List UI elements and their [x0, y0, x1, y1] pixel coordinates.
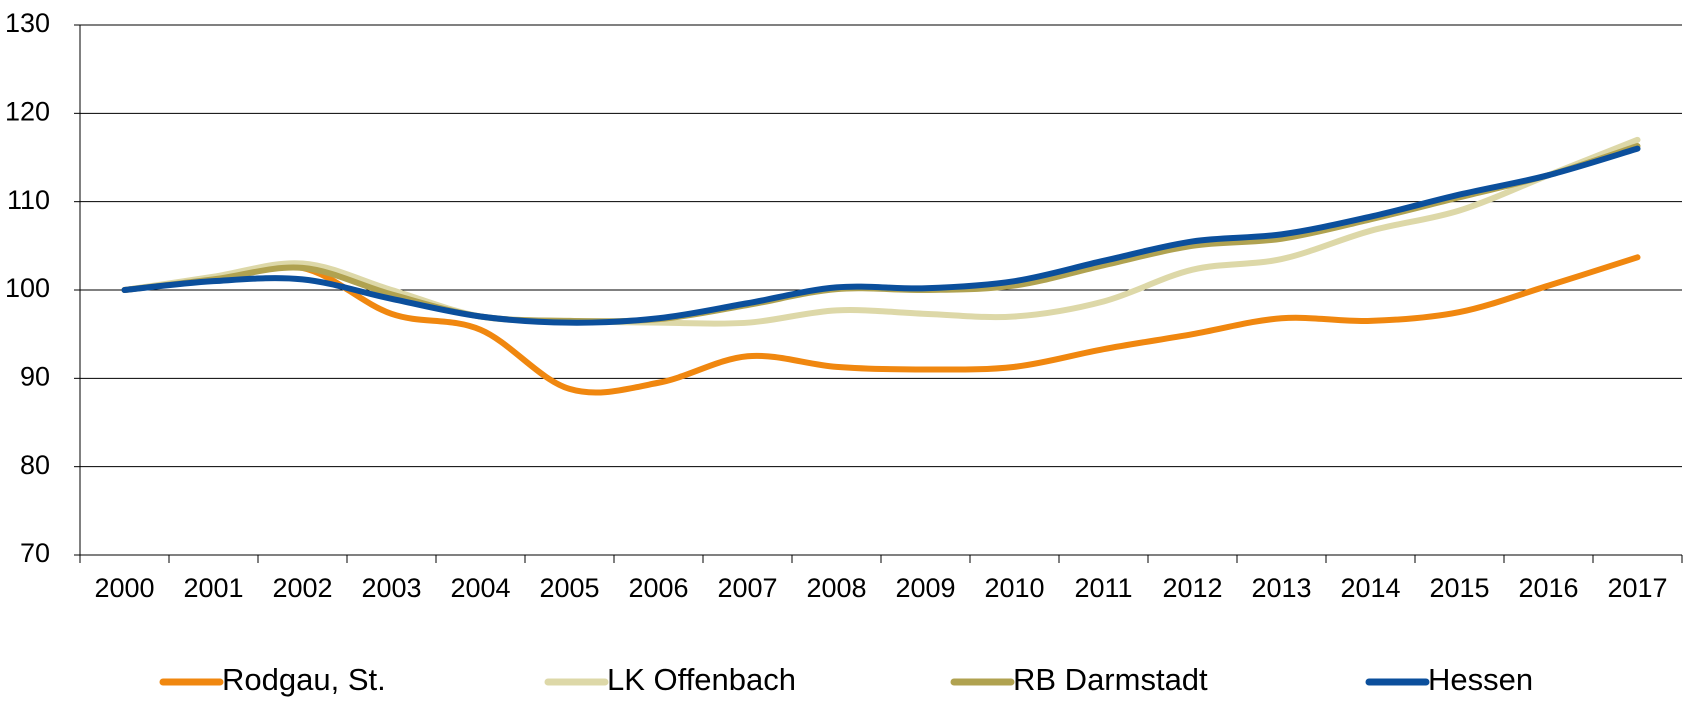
- x-tick-label: 2001: [183, 573, 243, 603]
- legend-label: Hessen: [1428, 662, 1533, 697]
- x-tick-label: 2011: [1074, 573, 1132, 603]
- x-tick-label: 2015: [1429, 573, 1489, 603]
- x-tick-label: 2007: [717, 573, 777, 603]
- line-series: [121, 254, 1641, 396]
- x-tick-label: 2002: [272, 573, 332, 603]
- line-series: [121, 145, 1641, 326]
- y-tick-label: 120: [5, 96, 50, 126]
- x-tick-label: 2017: [1607, 573, 1667, 603]
- y-tick-label: 80: [20, 450, 50, 480]
- y-tick-label: 100: [5, 273, 50, 303]
- x-tick-label: 2010: [984, 573, 1044, 603]
- y-tick-label: 110: [7, 185, 50, 215]
- y-tick-label: 130: [5, 8, 50, 38]
- x-tick-label: 2014: [1340, 573, 1400, 603]
- y-tick-label: 90: [20, 361, 50, 391]
- x-tick-label: 2016: [1518, 573, 1578, 603]
- x-tick-label: 2003: [361, 573, 421, 603]
- legend-label: LK Offenbach: [607, 662, 796, 697]
- line-series: [121, 136, 1641, 327]
- x-tick-label: 2009: [895, 573, 955, 603]
- legend-label: Rodgau, St.: [222, 662, 386, 697]
- x-tick-label: 2004: [450, 573, 510, 603]
- x-tick-label: 2006: [628, 573, 688, 603]
- x-tick-label: 2005: [539, 573, 599, 603]
- x-tick-label: 2013: [1251, 573, 1311, 603]
- x-tick-label: 2008: [806, 573, 866, 603]
- x-tick-label: 2012: [1162, 573, 1222, 603]
- x-tick-label: 2000: [94, 573, 154, 603]
- y-tick-label: 70: [20, 538, 50, 568]
- legend-label: RB Darmstadt: [1013, 662, 1208, 697]
